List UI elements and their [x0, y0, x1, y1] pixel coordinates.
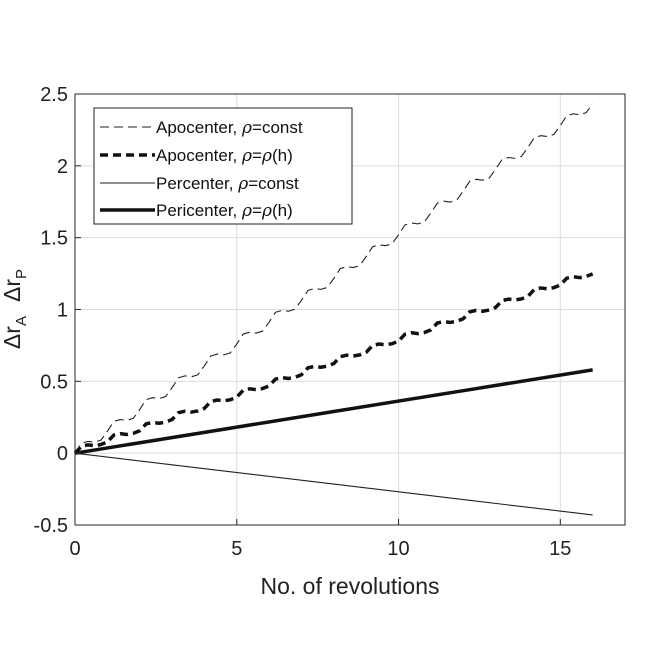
series-line-1 [73, 272, 594, 455]
legend-label-pericenter-rho-h: Pericenter, ρ=ρ(h) [156, 201, 293, 221]
x-tick-label: 15 [549, 538, 571, 560]
x-tick-layer: 0 5 10 15 [69, 519, 571, 560]
series-line-2 [74, 452, 593, 516]
x-axis-label: No. of revolutions [261, 573, 440, 599]
y-label-sub-a: A [13, 316, 30, 326]
y-tick-label: 0 [57, 443, 68, 465]
y-tick-label: 0.5 [40, 371, 68, 393]
x-tick-label: 5 [231, 538, 242, 560]
series-line-0 [74, 103, 594, 454]
legend: Apocenter, ρ=const Apocenter, ρ=ρ(h) Per… [93, 107, 353, 225]
legend-label-apocenter-rho-h: Apocenter, ρ=ρ(h) [156, 146, 293, 166]
legend-label-apocenter-const: Apocenter, ρ=const [156, 118, 303, 138]
y-tick-label: 1.5 [40, 228, 68, 250]
series-layer [73, 103, 594, 516]
series-line-3 [74, 368, 593, 455]
y-tick-label: 2 [57, 156, 68, 178]
y-tick-label: -0.5 [34, 515, 68, 537]
x-tick-label: 10 [387, 538, 409, 560]
x-tick-label: 0 [69, 538, 80, 560]
y-label-r-p: r [0, 279, 25, 287]
legend-label-percenter-const: Percenter, ρ=const [156, 174, 299, 194]
y-label-delta-p: Δ [0, 287, 25, 302]
y-axis-label: ΔrAΔrP [0, 269, 30, 349]
y-label-delta-a: Δ [0, 334, 25, 349]
svg-text:ΔrAΔrP: ΔrAΔrP [0, 269, 30, 349]
y-tick-layer: -0.5 0 0.5 1 1.5 2 2.5 [34, 84, 81, 537]
y-label-r-a: r [0, 326, 25, 334]
y-label-sub-p: P [13, 269, 30, 279]
y-tick-label: 1 [57, 300, 68, 322]
y-tick-label: 2.5 [40, 84, 68, 106]
